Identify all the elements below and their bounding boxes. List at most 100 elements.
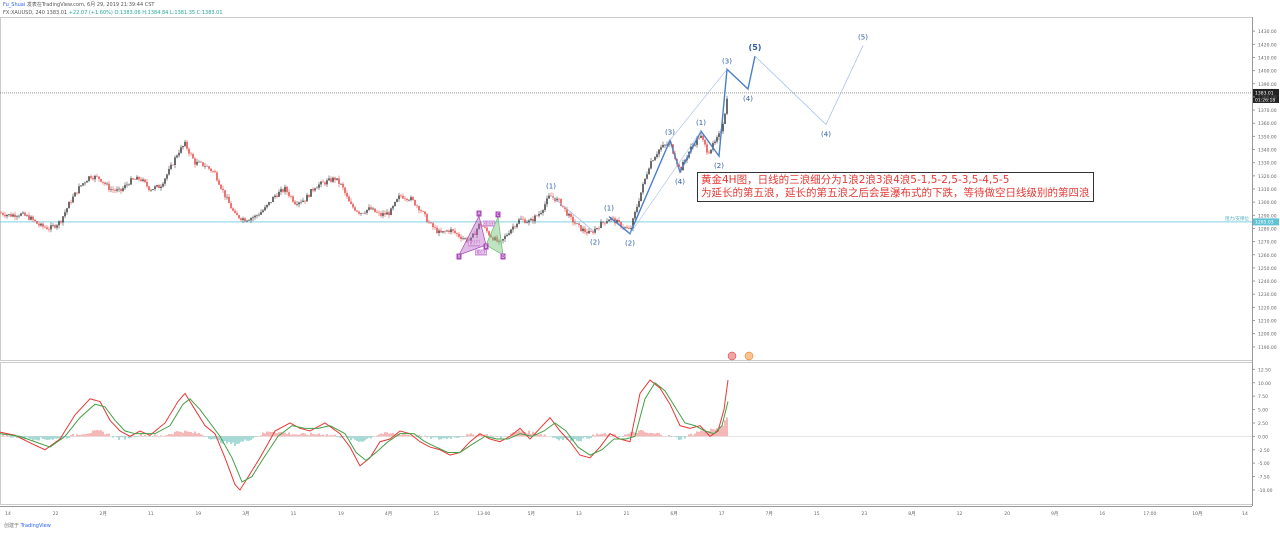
candle-body — [714, 141, 716, 144]
candle-body — [398, 195, 400, 200]
candle-body — [280, 189, 282, 192]
annotation-box[interactable]: 黄金4H图，日线的三浪细分为1浪2浪3浪4浪5-1,5-2,5-3,5-4,5-… — [697, 172, 1094, 202]
candle-body — [24, 212, 26, 216]
wave-label: (5) — [858, 34, 868, 42]
macd-histogram-bar — [404, 434, 406, 437]
macd-histogram-bar — [570, 436, 572, 442]
macd-histogram-bar — [28, 436, 30, 439]
macd-histogram-bar — [304, 433, 306, 437]
macd-tick-label: 10.00 — [1258, 381, 1271, 387]
candle-body — [376, 212, 378, 213]
macd-histogram-bar — [318, 433, 320, 437]
candle-body — [178, 152, 180, 156]
candle-body — [576, 223, 578, 225]
macd-histogram-bar — [70, 434, 72, 437]
macd-histogram-bar — [200, 434, 202, 437]
candle-body — [314, 188, 316, 191]
candle-body — [252, 217, 254, 219]
macd-histogram-bar — [484, 434, 486, 437]
price-tick-label: 1380.00 — [1258, 95, 1277, 101]
macd-histogram-bar — [52, 436, 54, 440]
candle-body — [180, 147, 182, 153]
last-price-label: 1383.01 — [1255, 90, 1274, 96]
candle-body — [540, 212, 542, 214]
macd-histogram-bar — [532, 431, 534, 437]
macd-histogram-bar — [90, 432, 92, 437]
candle-body — [188, 148, 190, 154]
macd-histogram-bar — [224, 436, 226, 442]
macd-histogram-bar — [72, 434, 74, 437]
macd-histogram-bar — [262, 432, 264, 437]
macd-panel — [0, 351, 1252, 491]
countdown-tag — [1253, 95, 1279, 103]
support-label: 阻力/支撑位 — [1225, 215, 1250, 222]
macd-histogram-bar — [366, 436, 368, 439]
candle-body — [582, 228, 584, 232]
macd-histogram-bar — [440, 436, 442, 440]
macd-histogram-bar — [106, 433, 108, 437]
macd-histogram-bar — [310, 432, 312, 437]
macd-histogram-bar — [470, 433, 472, 437]
candle-body — [172, 164, 174, 166]
macd-histogram-bar — [218, 436, 220, 441]
macd-histogram-bar — [296, 434, 298, 437]
macd-histogram-bar — [30, 436, 32, 439]
macd-histogram-bar — [704, 429, 706, 437]
price-change: +22.07 (+1.60%) — [68, 10, 113, 16]
macd-histogram-bar — [314, 434, 316, 437]
macd-histogram-bar — [552, 436, 554, 438]
candle-body — [656, 154, 658, 158]
candle-body — [300, 201, 302, 203]
macd-histogram-bar — [434, 436, 436, 438]
candle-body — [628, 228, 630, 229]
candle-body — [598, 227, 600, 229]
candle-body — [342, 183, 344, 188]
candle-body — [30, 216, 32, 220]
harmonic-label: C — [497, 212, 500, 217]
candle-body — [608, 219, 610, 222]
macd-histogram-bar — [402, 434, 404, 437]
time-tick-label: 17 — [719, 511, 725, 517]
candle-body — [218, 180, 220, 185]
macd-histogram-bar — [140, 433, 142, 437]
candle-body — [118, 188, 120, 190]
macd-histogram-bar — [136, 436, 138, 437]
candle-body — [428, 222, 430, 223]
candle-body — [710, 149, 712, 154]
macd-histogram-bar — [362, 436, 364, 442]
wave-path-minor — [550, 195, 596, 233]
candle-body — [368, 207, 370, 210]
macd-histogram-bar — [212, 436, 214, 440]
harmonic-label: 1.618 — [468, 241, 480, 246]
macd-histogram-bar — [116, 436, 118, 438]
macd-histogram-bar — [586, 436, 588, 439]
candle-body — [640, 192, 642, 202]
candle-body — [46, 227, 48, 230]
candle-body — [618, 220, 620, 222]
macd-histogram-bar — [398, 433, 400, 437]
wave-label: (1) — [604, 205, 614, 213]
macd-histogram-bar — [564, 436, 566, 439]
candle-body — [44, 226, 46, 228]
candle-body — [76, 192, 78, 194]
macd-histogram-bar — [16, 436, 18, 439]
chart-header: Fu_Shuai 发表在TradingView.com, 6月 29, 2019… — [3, 1, 223, 17]
macd-histogram-bar — [384, 432, 386, 437]
macd-histogram-bar — [82, 434, 84, 437]
candle-body — [82, 183, 84, 186]
candle-body — [48, 229, 50, 230]
candle-body — [486, 227, 488, 232]
candle-body — [570, 213, 572, 217]
author-name[interactable]: Fu_Shuai — [3, 2, 26, 8]
candle-body — [704, 139, 706, 145]
candle-body — [226, 196, 228, 198]
candle-body — [136, 176, 138, 180]
macd-histogram-bar — [538, 434, 540, 437]
candle-body — [620, 221, 622, 228]
tradingview-logo[interactable]: TradingView — [20, 523, 51, 529]
candle-body — [632, 218, 634, 229]
macd-histogram-bar — [66, 436, 68, 439]
macd-histogram-bar — [576, 436, 578, 441]
candle-body — [6, 214, 8, 217]
macd-tick-label: 5.00 — [1258, 408, 1268, 414]
